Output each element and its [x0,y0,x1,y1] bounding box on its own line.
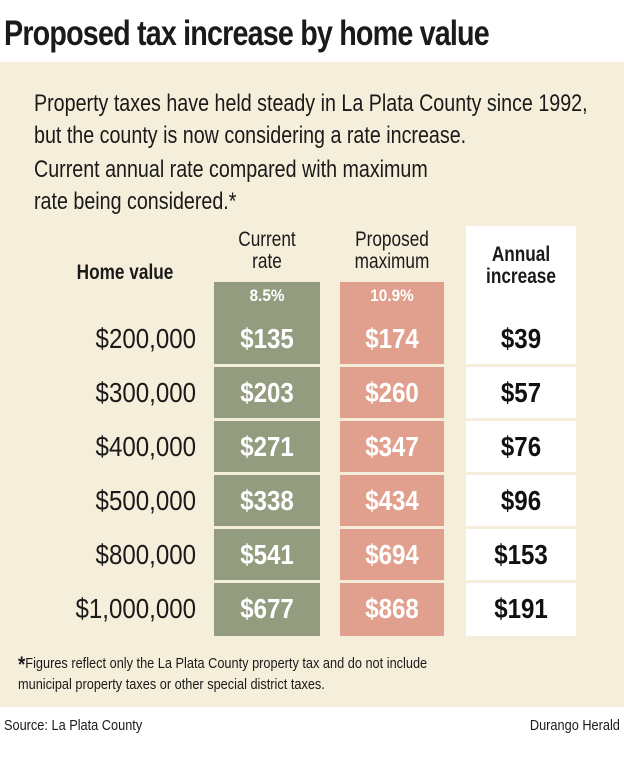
proposed-tax-cell: $434 [365,485,419,516]
current-rate-column [214,282,320,636]
footnote-star: * [18,652,26,677]
subtitle-line: rate being considered.* [34,188,237,215]
annual-increase-cell: $191 [494,593,548,624]
home-value-cell: $300,000 [95,377,196,408]
current-tax-cell: $541 [240,539,294,570]
annual-increase-cell: $76 [500,431,542,462]
current-tax-cell: $135 [240,323,294,354]
row-separator [0,580,624,583]
header-line: rate [252,250,282,273]
proposed-tax-cell: $174 [365,323,419,354]
subtitle: Current annual rate compared with maximu… [34,154,608,218]
annual-increase-cell: $57 [500,377,542,408]
footnote-line: *Figures reflect only the La Plata Count… [18,652,624,677]
current-tax-cell: $271 [240,431,294,462]
row-separator [0,418,624,421]
home-value-cell: $400,000 [95,431,196,462]
home-value-cell: $200,000 [95,323,196,354]
top-rule [0,0,624,6]
source-credit: Source: La Plata County [4,717,143,734]
header-line: Annual [491,243,551,266]
annual-increase-cell: $96 [500,485,542,516]
header-annual-increase: Annual increase [458,244,584,288]
current-tax-cell: $338 [240,485,294,516]
proposed-max-column [340,282,444,636]
header-proposed-max: Proposed maximum [330,229,455,273]
proposed-rate-value: 10.9% [370,286,414,305]
chart-title: Proposed tax increase by home value [4,14,490,53]
annual-increase-cell: $153 [494,539,548,570]
subtitle-line: Current annual rate compared with maximu… [34,156,428,183]
proposed-tax-cell: $260 [365,377,419,408]
home-value-cell: $800,000 [95,539,196,570]
footnote: *Figures reflect only the La Plata Count… [18,654,624,695]
header-line: increase [486,265,556,288]
proposed-tax-cell: $694 [365,539,419,570]
row-separator [0,526,624,529]
header-line: Proposed [355,228,429,251]
header-line: Current [238,228,296,251]
header-home-value: Home value [76,261,174,284]
footnote-line: municipal property taxes or other specia… [18,676,325,693]
home-value-cell: $1,000,000 [75,593,196,624]
row-separator [0,364,624,367]
current-tax-cell: $677 [240,593,294,624]
row-separator [0,472,624,475]
header-current-rate: Current rate [204,229,330,273]
annual-increase-column [466,226,576,636]
intro-block: Property taxes have held steady in La Pl… [34,88,608,218]
publisher-credit: Durango Herald [529,717,620,734]
annual-increase-cell: $39 [500,323,542,354]
bottom-rule [0,744,624,745]
footnote-text: Figures reflect only the La Plata County… [25,655,428,672]
proposed-tax-cell: $868 [365,593,419,624]
current-rate-value: 8.5% [249,286,285,305]
proposed-tax-cell: $347 [365,431,419,462]
current-tax-cell: $203 [240,377,294,408]
intro-text: Property taxes have held steady in La Pl… [34,90,588,149]
header-line: maximum [354,250,430,273]
home-value-cell: $500,000 [95,485,196,516]
